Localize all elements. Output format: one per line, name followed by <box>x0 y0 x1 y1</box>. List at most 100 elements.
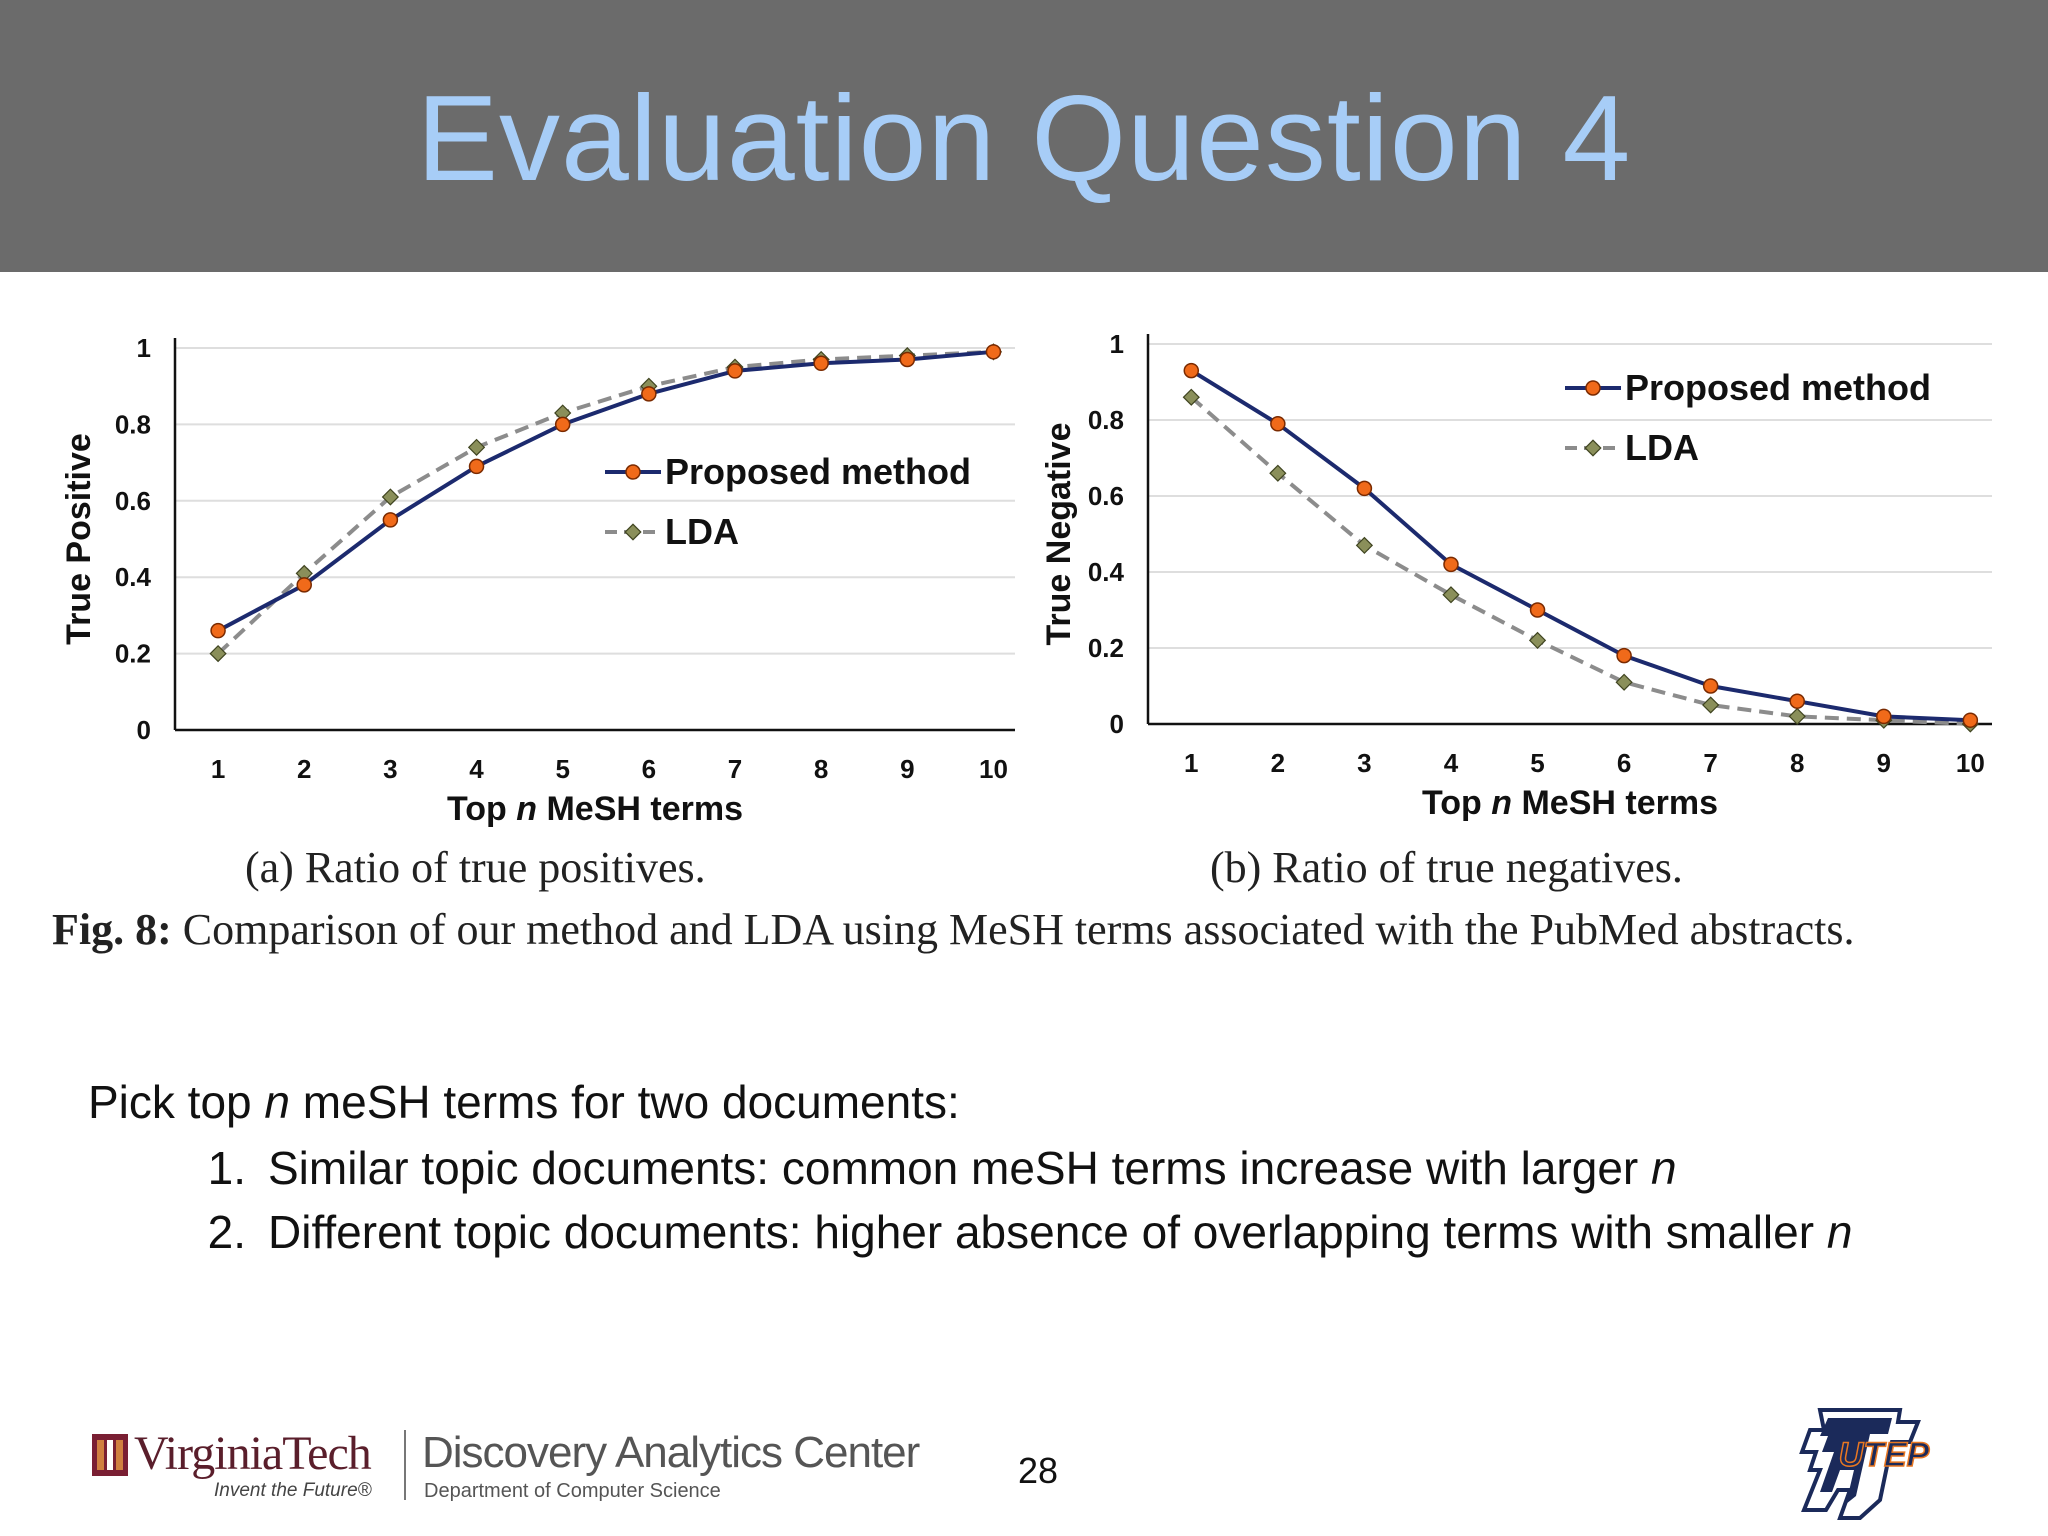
chart-true-negative: 0 0.2 0.4 0.6 0.8 1 1 2 3 4 5 6 7 8 9 10 Top n MeSH term… <box>1040 329 1992 822</box>
y-tick-label: 0.2 <box>1088 633 1124 663</box>
data-point-proposed <box>1443 556 1459 573</box>
data-point-proposed <box>554 416 571 433</box>
y-tick-label: 0.6 <box>1088 481 1124 511</box>
list-item-number: 1. <box>207 1142 246 1194</box>
page-number: 28 <box>1018 1450 1059 1491</box>
data-point-lda <box>1182 388 1200 406</box>
y-axis-title: True Negative <box>1040 423 1078 646</box>
x-tick-label: 7 <box>1703 748 1717 778</box>
legend-label-lda: LDA <box>665 511 739 552</box>
data-point-proposed <box>1183 362 1200 379</box>
data-point-lda <box>1355 536 1374 555</box>
list-item-text: Different topic documents: higher absenc… <box>268 1202 1968 1262</box>
data-point-lda <box>381 488 400 506</box>
x-tick-label: 9 <box>900 754 914 784</box>
legend-label-proposed: Proposed method <box>1625 367 1931 408</box>
data-point-proposed <box>1962 712 1979 728</box>
list-item-var: n <box>1651 1142 1677 1194</box>
data-point-lda <box>1702 696 1720 714</box>
slide-title: Evaluation Question 4 <box>416 70 1632 206</box>
x-tick-label: 1 <box>211 754 225 784</box>
legend-marker-proposed <box>625 464 641 480</box>
x-tick-label: 10 <box>979 754 1008 784</box>
y-tick-label: 1 <box>137 333 151 363</box>
x-axis-title-part: MeSH terms <box>537 790 743 828</box>
x-tick-label: 7 <box>728 754 742 784</box>
x-axis-title-part: MeSH terms <box>1512 784 1718 822</box>
data-point-lda <box>209 644 227 663</box>
data-point-proposed <box>468 458 485 475</box>
x-axis-title: Top n MeSH terms <box>447 790 743 828</box>
data-point-lda <box>467 438 486 456</box>
series-line-lda <box>216 349 994 656</box>
footer: VirginiaTech Invent the Future® Discover… <box>0 1400 2048 1536</box>
y-tick-label: 0.4 <box>1088 557 1125 587</box>
legend-label-proposed: Proposed method <box>665 451 971 492</box>
y-tick-label: 0.2 <box>115 639 151 669</box>
legend-marker-proposed <box>1585 380 1601 396</box>
x-tick-label: 8 <box>814 754 828 784</box>
logo-divider <box>404 1430 406 1500</box>
x-tick-label: 6 <box>1617 748 1631 778</box>
y-tick-label: 0 <box>137 715 151 745</box>
virginia-tech-tagline: Invent the Future® <box>214 1480 372 1501</box>
virginia-tech-logo: VirginiaTech Invent the Future® Discover… <box>92 1426 932 1506</box>
data-point-proposed <box>985 344 1002 360</box>
dac-name: Discovery Analytics Center <box>422 1428 920 1477</box>
y-tick-label: 0.6 <box>115 486 151 516</box>
data-point-proposed <box>1529 602 1546 618</box>
y-tick-label: 0.8 <box>1088 405 1124 435</box>
list-item: 2. Different topic documents: higher abs… <box>88 1202 1968 1262</box>
notes-section: Pick top n meSH terms for two documents:… <box>88 1072 1968 1266</box>
data-point-proposed <box>899 351 916 368</box>
data-point-proposed <box>813 355 829 372</box>
y-tick-label: 0.4 <box>115 562 152 592</box>
x-tick-label: 9 <box>1877 748 1891 778</box>
y-tick-label: 1 <box>1110 329 1124 359</box>
notes-list: 1. Similar topic documents: common meSH … <box>88 1138 1968 1262</box>
subfigure-caption-b: (b) Ratio of true negatives. <box>1210 843 1683 892</box>
data-point-proposed <box>1702 678 1719 694</box>
x-axis-title-part: Top <box>1422 784 1491 822</box>
x-tick-label: 4 <box>469 754 484 784</box>
utep-logo-text: UTEP <box>1839 1436 1930 1474</box>
data-point-proposed <box>1616 647 1632 664</box>
data-point-proposed <box>296 577 312 593</box>
subfigure-caption-a: (a) Ratio of true positives. <box>245 843 706 892</box>
list-item-number: 2. <box>207 1206 246 1258</box>
series-line-proposed <box>217 349 994 633</box>
notes-intro-var: n <box>264 1076 291 1128</box>
list-item-text-main: Different topic documents: higher absenc… <box>268 1206 1827 1258</box>
x-tick-label: 5 <box>555 754 569 784</box>
legend-marker-lda <box>1584 439 1602 457</box>
x-tick-label: 1 <box>1184 748 1198 778</box>
x-tick-label: 2 <box>297 754 311 784</box>
list-item-text: Similar topic documents: common meSH ter… <box>268 1138 1968 1198</box>
y-tick-label: 0.8 <box>115 409 151 439</box>
x-tick-label: 2 <box>1271 748 1285 778</box>
hokie-stone-icon <box>92 1434 128 1476</box>
notes-intro-after: meSH terms for two documents: <box>290 1076 960 1128</box>
figure-label: Fig. 8: <box>52 905 172 954</box>
virginia-tech-name: VirginiaTech <box>134 1427 372 1480</box>
title-bar: Evaluation Question 4 <box>0 0 2048 272</box>
x-tick-label: 3 <box>1357 748 1371 778</box>
data-point-lda <box>1442 586 1460 604</box>
data-point-proposed <box>1789 693 1805 709</box>
data-point-lda <box>1788 707 1806 726</box>
data-point-proposed <box>1270 416 1286 432</box>
list-item-var: n <box>1826 1206 1853 1258</box>
data-point-proposed <box>1876 708 1892 725</box>
x-tick-label: 3 <box>383 754 397 784</box>
x-tick-label: 4 <box>1444 748 1459 778</box>
list-item-text-main: Similar topic documents: common meSH ter… <box>268 1142 1652 1194</box>
legend-marker-lda <box>624 523 642 541</box>
data-point-lda <box>1528 631 1547 650</box>
x-axis-title-part: n <box>516 790 537 828</box>
x-tick-label: 8 <box>1790 748 1804 778</box>
data-point-lda <box>554 404 572 422</box>
notes-intro-before: Pick top <box>88 1076 265 1128</box>
data-point-proposed <box>641 386 657 402</box>
utep-logo: UTEP <box>1799 1408 1930 1520</box>
x-axis-title-part: Top <box>447 790 516 828</box>
